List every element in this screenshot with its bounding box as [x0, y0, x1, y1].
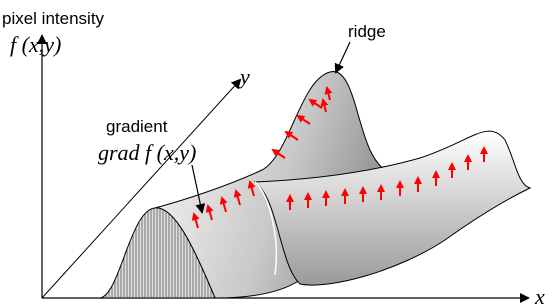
x-label: x [534, 284, 545, 307]
vertical-label: pixel intensity [2, 9, 105, 28]
y-label: y [238, 64, 250, 89]
gradient-function: grad f (x,y) [98, 140, 196, 165]
ridge-pointer [336, 42, 350, 72]
page: pixel intensity f (x,y) y x ridge gradie… [0, 0, 552, 307]
gradient-label: gradient [106, 117, 168, 136]
vertical-function: f (x,y) [10, 32, 61, 57]
diagram: pixel intensity f (x,y) y x ridge gradie… [0, 0, 552, 307]
ridge-label: ridge [348, 22, 386, 41]
